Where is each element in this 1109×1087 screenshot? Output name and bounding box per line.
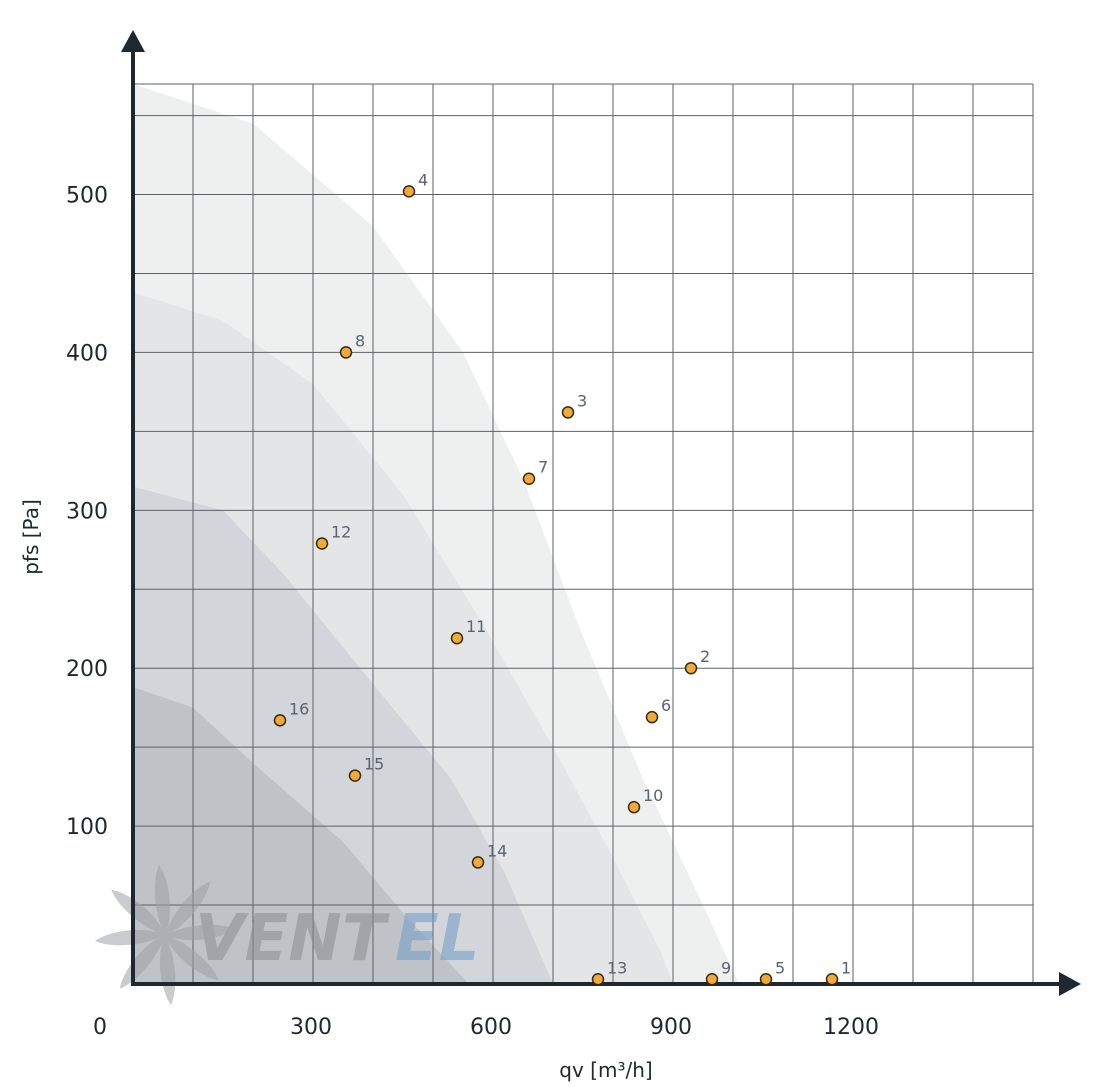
data-point-4 <box>402 185 416 198</box>
y-tick-label: 400 <box>66 341 108 366</box>
fan-blade <box>165 935 219 981</box>
x-tick-label: 600 <box>470 1015 512 1040</box>
y-tick-label: 100 <box>66 815 108 840</box>
x-tick-label: 1200 <box>823 1015 879 1040</box>
y-tick-label: 300 <box>66 499 108 524</box>
tick-labels: 0 300 600 900 1200 100 200 300 400 500 <box>66 184 879 1040</box>
ventel-logo-watermark: VENT EL <box>95 865 480 1005</box>
data-point-label-14: 14 <box>487 841 507 860</box>
fan-blade <box>111 889 165 935</box>
x-tick-label: 0 <box>93 1015 107 1040</box>
data-point-8 <box>339 346 353 359</box>
fan-blade <box>95 929 165 946</box>
data-point-13 <box>591 973 605 986</box>
region-zone-4 <box>133 687 469 984</box>
data-point-label-15: 15 <box>364 755 384 774</box>
y-tick-label: 200 <box>66 657 108 682</box>
x-axis-arrow <box>1059 972 1081 996</box>
logo-text-el: EL <box>395 902 480 976</box>
x-tick-label: 900 <box>650 1015 692 1040</box>
data-point-label-1: 1 <box>841 958 851 977</box>
data-point-label-11: 11 <box>466 617 486 636</box>
data-point-9 <box>705 973 719 986</box>
data-point-2 <box>684 661 698 675</box>
fan-blade <box>165 924 235 941</box>
data-point-label-2: 2 <box>700 647 710 666</box>
performance-zones <box>133 84 739 985</box>
data-point-1 <box>825 973 839 986</box>
fan-blade <box>154 865 171 935</box>
data-point-11 <box>450 631 464 645</box>
fan-logo-icon <box>95 865 235 1005</box>
data-point-label-5: 5 <box>775 958 785 977</box>
data-point-label-6: 6 <box>661 696 671 715</box>
fan-blade <box>159 935 176 1005</box>
data-point-label-8: 8 <box>355 331 365 350</box>
data-point-label-16: 16 <box>289 699 309 718</box>
logo-text-vent: VENT <box>195 902 390 976</box>
x-tick-label: 300 <box>290 1015 332 1040</box>
y-tick-label: 500 <box>66 184 108 209</box>
data-point-12 <box>315 537 329 550</box>
data-point-14 <box>471 856 485 869</box>
y-axis-arrow <box>121 30 145 52</box>
data-point-label-13: 13 <box>607 958 627 977</box>
data-point-15 <box>348 769 362 782</box>
data-point-label-3: 3 <box>577 391 587 410</box>
x-axis-title: qv [m³/h] <box>559 1058 652 1082</box>
data-point-16 <box>273 714 287 727</box>
data-point-10 <box>627 800 641 814</box>
fan-blade <box>165 881 211 935</box>
y-axis-title: pfs [Pa] <box>19 499 43 575</box>
data-point-5 <box>759 973 773 986</box>
data-point-label-9: 9 <box>721 958 731 977</box>
data-point-label-7: 7 <box>538 458 548 477</box>
data-point-3 <box>561 406 575 419</box>
data-point-6 <box>645 710 659 724</box>
data-point-label-12: 12 <box>331 522 351 541</box>
data-point-7 <box>522 472 536 485</box>
data-point-label-10: 10 <box>643 786 663 805</box>
grid <box>133 83 1034 984</box>
data-point-label-4: 4 <box>418 170 428 189</box>
